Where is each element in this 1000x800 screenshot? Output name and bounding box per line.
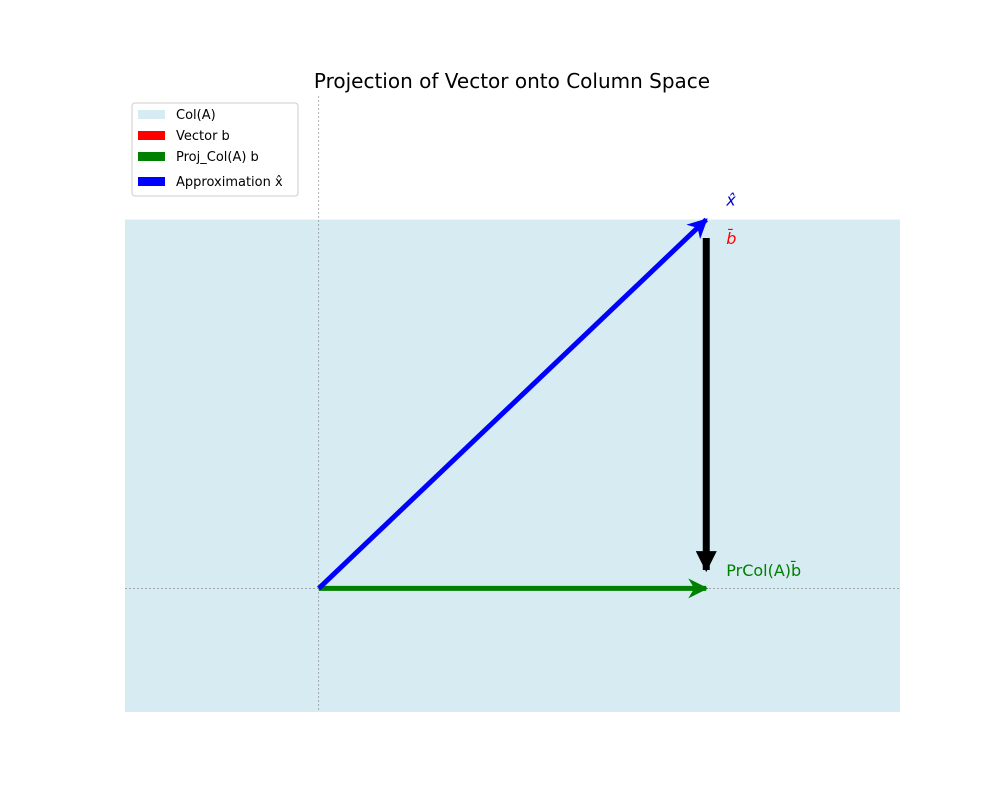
b-bar-label: b̄ — [726, 229, 736, 248]
legend-label-col-space: Col(A) — [176, 108, 216, 123]
legend-label-approximation: Approximation x̂ — [176, 175, 283, 190]
legend-swatch-approximation — [138, 177, 165, 186]
legend-label-projection: Proj_Col(A) b — [176, 150, 259, 165]
legend-label-vector-b: Vector b — [176, 129, 230, 144]
projection-label: PrCol(A)b̄ — [726, 561, 801, 580]
column-space-region — [125, 219, 900, 713]
legend-swatch-vector-b — [138, 131, 165, 140]
legend: Col(A) Vector b Proj_Col(A) b Approximat… — [131, 102, 299, 197]
legend-box — [131, 102, 299, 197]
legend-swatch-projection — [138, 152, 165, 161]
diagram-title: Projection of Vector onto Column Space — [314, 69, 710, 93]
approximation-vector — [317, 217, 708, 591]
legend-swatch-col-space — [138, 110, 165, 119]
x-hat-label: x̂ — [725, 191, 736, 210]
